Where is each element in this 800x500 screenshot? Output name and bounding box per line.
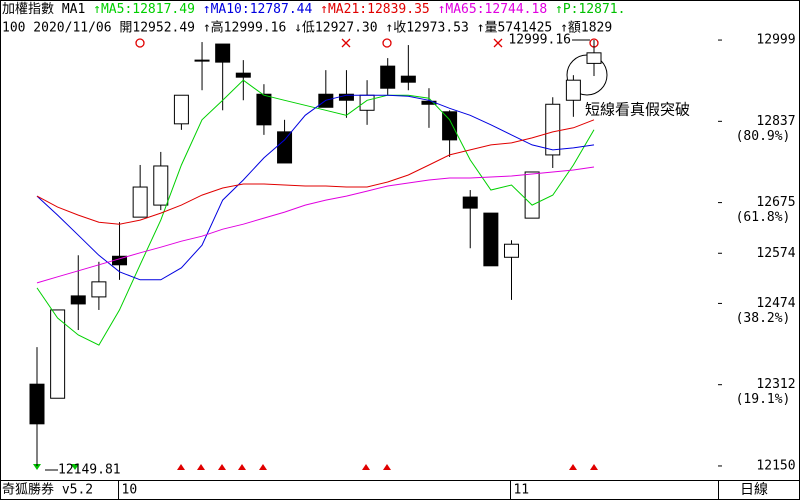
candle-body bbox=[132, 186, 148, 218]
low-label: 12149.81 bbox=[58, 463, 121, 478]
candle-body bbox=[29, 383, 45, 425]
header-item: :12744.18 bbox=[477, 2, 547, 17]
candle-body bbox=[173, 94, 189, 125]
signal-circle bbox=[382, 38, 392, 48]
candle-body bbox=[462, 196, 478, 209]
x-tick-label: 10 bbox=[122, 483, 138, 498]
ma-line bbox=[36, 166, 595, 284]
candle-body bbox=[50, 309, 66, 399]
header-item: :12817.49 bbox=[124, 2, 194, 17]
candle-body bbox=[235, 72, 251, 78]
signal-circle bbox=[135, 38, 145, 48]
y-tick-label: 12312 bbox=[756, 377, 795, 392]
fib-label: (19.1%) bbox=[736, 392, 791, 407]
header-item: MA10 bbox=[211, 2, 242, 17]
header-text: 加權指數 MA1 ↑MA5:12817.49 ↑MA10:12787.44 ↑M… bbox=[2, 2, 625, 17]
high-label: 12999.16 bbox=[508, 33, 571, 48]
fib-label: (80.9%) bbox=[736, 129, 791, 144]
header-item: ↑ bbox=[203, 2, 211, 17]
y-tick-label: 12675 bbox=[756, 195, 795, 210]
candle-body bbox=[256, 93, 272, 126]
candle-body bbox=[545, 103, 561, 156]
low-signal bbox=[33, 464, 79, 470]
candle-body bbox=[359, 94, 375, 111]
candle-body bbox=[565, 79, 581, 101]
candle-body bbox=[70, 295, 86, 305]
header-item: MA65 bbox=[445, 2, 476, 17]
fib-label: (38.2%) bbox=[736, 311, 791, 326]
y-tick-label: 12474 bbox=[756, 296, 795, 311]
candle-body bbox=[91, 281, 107, 298]
candle-body bbox=[215, 43, 231, 63]
footer-right: 日線 bbox=[740, 482, 768, 498]
y-tick-label: 12999 bbox=[756, 33, 795, 48]
candle-body bbox=[524, 171, 540, 219]
bottom-signals bbox=[177, 464, 598, 470]
header-item: :12839.35 bbox=[359, 2, 429, 17]
candle-body bbox=[400, 75, 416, 83]
annotation: 短線看真假突破 bbox=[585, 101, 690, 119]
y-tick-label: 12150 bbox=[756, 458, 795, 473]
header-item: ↑P:12871. bbox=[555, 2, 625, 17]
y-tick-label: 12837 bbox=[756, 114, 795, 129]
ma-line bbox=[36, 119, 595, 225]
candle-body bbox=[586, 52, 602, 64]
header-item: MA5 bbox=[101, 2, 124, 17]
header-item: ↑ bbox=[93, 2, 101, 17]
header-item: MA21 bbox=[328, 2, 359, 17]
ma-line bbox=[36, 79, 595, 346]
signal-cross bbox=[341, 38, 503, 48]
candle-body bbox=[153, 165, 169, 206]
header-item: ↑ bbox=[438, 2, 446, 17]
header-item: 加權指數 MA1 bbox=[2, 2, 85, 17]
candle-body bbox=[442, 111, 458, 141]
header-row1: 加權指數 MA1 ↑MA5:12817.49 ↑MA10:12787.44 ↑M… bbox=[2, 2, 625, 17]
y-tick-label: 12574 bbox=[756, 246, 795, 261]
x-tick-label: 11 bbox=[513, 483, 529, 498]
footer-left: 奇狐勝券 v5.2 bbox=[2, 482, 93, 498]
candle-body bbox=[380, 65, 396, 89]
header-row2: 100 2020/11/06 開12952.49 ↑高12999.16 ↓低12… bbox=[2, 20, 612, 36]
header-item: ↑ bbox=[320, 2, 328, 17]
candle-body bbox=[483, 212, 499, 267]
candle-body bbox=[194, 59, 210, 62]
candle-body bbox=[277, 131, 293, 164]
signal-triangle bbox=[177, 464, 598, 470]
ma-line bbox=[36, 94, 595, 281]
fib-label: (61.8%) bbox=[736, 210, 791, 225]
candle-body bbox=[503, 243, 519, 258]
header-item: :12787.44 bbox=[242, 2, 313, 17]
signals bbox=[135, 38, 599, 48]
